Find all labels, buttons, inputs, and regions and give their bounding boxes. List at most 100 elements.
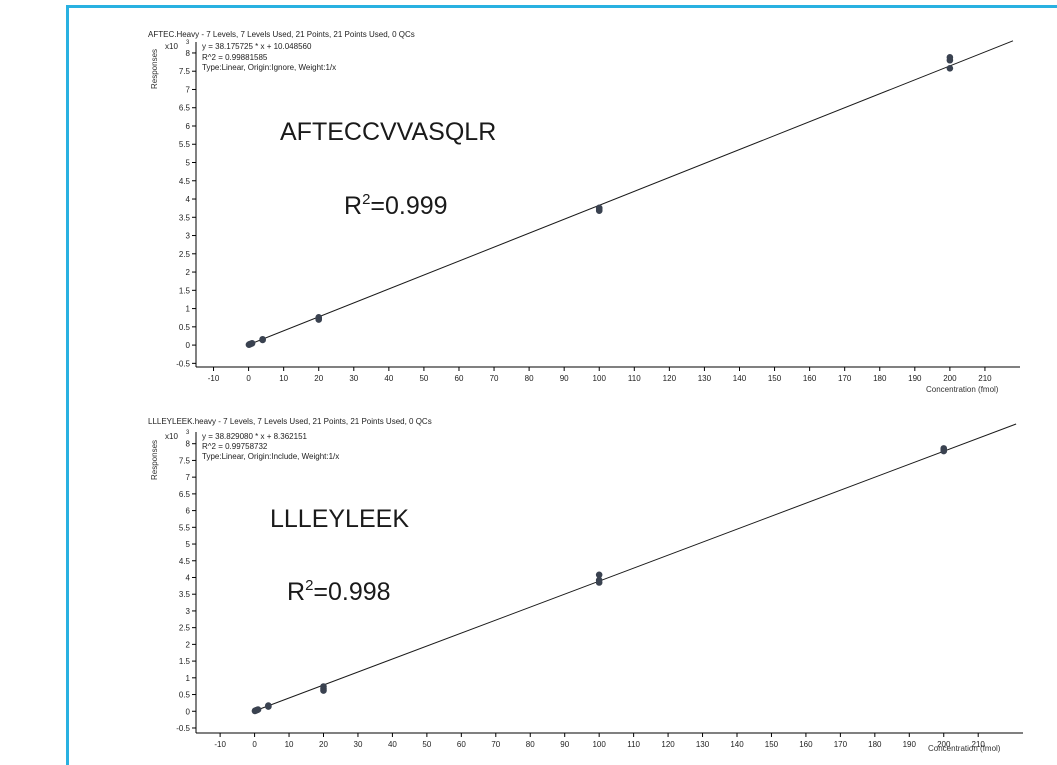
panel-2-multiplier-exp: 3 [186, 430, 190, 436]
x-tick-label: 140 [730, 740, 744, 749]
panel-1-peptide-name: AFTECCVVASQLR [280, 118, 496, 146]
y-tick-label: 3.5 [179, 213, 191, 222]
x-tick-label: 60 [455, 374, 464, 383]
x-tick-label: 0 [252, 740, 257, 749]
y-tick-label: 3.5 [179, 590, 191, 599]
x-tick-label: 60 [457, 740, 466, 749]
panel-2-ylabel: Responses [150, 440, 159, 480]
data-point [320, 683, 327, 690]
data-point [254, 706, 262, 713]
y-tick-label: 4.5 [179, 177, 191, 186]
x-tick-label: 180 [868, 740, 882, 749]
x-tick-label: 210 [978, 374, 992, 383]
y-tick-label: 5.5 [179, 140, 191, 149]
x-tick-label: 80 [525, 374, 534, 383]
x-tick-label: 150 [765, 740, 779, 749]
x-tick-label: 170 [838, 374, 852, 383]
x-tick-label: 50 [419, 374, 428, 383]
data-point [946, 64, 954, 72]
x-tick-label: 110 [627, 740, 640, 749]
panel-1-xlabel: Concentration (fmol) [926, 385, 999, 394]
x-tick-label: 10 [285, 740, 294, 749]
y-tick-label: 7.5 [179, 67, 191, 76]
y-tick-label: 3 [186, 232, 191, 241]
y-tick-label: -0.5 [176, 724, 190, 733]
x-tick-label: 160 [803, 374, 817, 383]
panel-2-multiplier: x10 [165, 432, 178, 441]
y-tick-label: 8 [186, 440, 191, 449]
y-tick-label: 6.5 [179, 490, 191, 499]
x-tick-label: 200 [937, 740, 951, 749]
y-tick-label: 4 [186, 195, 191, 204]
x-tick-label: 190 [908, 374, 922, 383]
x-tick-label: 0 [246, 374, 251, 383]
x-tick-label: 30 [354, 740, 363, 749]
panel-1-equation: y = 38.175725 * x + 10.048560 [202, 42, 312, 51]
panel-1-r2-value: =0.999 [370, 192, 447, 220]
x-tick-label: 130 [698, 374, 712, 383]
x-tick-label: 180 [873, 374, 887, 383]
y-tick-label: 4 [186, 573, 191, 582]
data-point [315, 314, 323, 321]
panel-2-title: LLLEYLEEK.heavy - 7 Levels, 7 Levels Use… [148, 417, 432, 426]
fit-line [248, 40, 1014, 346]
panel-2-peptide-name: LLLEYLEEK [270, 505, 409, 533]
y-tick-label: 5 [186, 159, 191, 168]
x-tick-label: 170 [834, 740, 848, 749]
panel-2: LLLEYLEEK.heavy - 7 Levels, 7 Levels Use… [148, 417, 1023, 753]
panel-2-xlabel: Concentration (fmol) [928, 744, 1001, 753]
y-tick-label: -0.5 [176, 359, 190, 368]
y-tick-label: 2 [186, 640, 191, 649]
panel-1-title: AFTEC.Heavy - 7 Levels, 7 Levels Used, 2… [148, 30, 415, 39]
y-tick-label: 1.5 [179, 286, 191, 295]
panel-1-multiplier: x10 [165, 42, 178, 51]
y-tick-label: 1 [186, 674, 191, 683]
x-tick-label: 100 [593, 374, 607, 383]
fit-line [254, 423, 1017, 712]
x-tick-label: 120 [661, 740, 675, 749]
x-tick-label: 190 [903, 740, 917, 749]
x-tick-label: 20 [314, 374, 323, 383]
panel-1-r2-letter: R [344, 192, 362, 220]
x-tick-label: 30 [349, 374, 358, 383]
y-tick-label: 6 [186, 507, 191, 516]
x-tick-label: 70 [490, 374, 499, 383]
x-tick-label: 130 [696, 740, 710, 749]
x-tick-label: 10 [279, 374, 288, 383]
x-tick-label: 90 [560, 374, 569, 383]
x-tick-label: 140 [733, 374, 747, 383]
x-tick-label: 20 [319, 740, 328, 749]
data-point [248, 339, 256, 347]
data-point [595, 204, 603, 212]
panel-2-equation: y = 38.829080 * x + 8.362151 [202, 432, 308, 441]
x-tick-label: 210 [972, 740, 986, 749]
x-tick-label: 70 [491, 740, 500, 749]
panel-1: AFTEC.Heavy - 7 Levels, 7 Levels Used, 2… [148, 30, 1020, 394]
y-tick-label: 2.5 [179, 250, 191, 259]
y-tick-label: 8 [186, 49, 191, 58]
x-tick-label: 110 [628, 374, 641, 383]
data-point [595, 576, 603, 584]
x-tick-label: 50 [422, 740, 431, 749]
data-point [259, 335, 266, 343]
x-tick-label: 160 [799, 740, 813, 749]
figure-frame [66, 5, 1057, 765]
panel-1-ylabel: Responses [150, 49, 159, 89]
y-tick-label: 0.5 [179, 323, 191, 332]
y-tick-label: 0 [186, 341, 191, 350]
data-point [595, 571, 603, 579]
x-tick-label: 80 [526, 740, 535, 749]
panel-1-r2: R^2 = 0.99881585 [202, 53, 268, 62]
y-tick-label: 0 [186, 707, 191, 716]
x-tick-label: 90 [560, 740, 569, 749]
x-tick-label: 40 [388, 740, 397, 749]
y-tick-label: 3 [186, 607, 191, 616]
panel-1-r2-annotation: R2=0.999 [344, 191, 448, 220]
x-tick-label: -10 [214, 740, 226, 749]
y-tick-label: 2 [186, 268, 191, 277]
x-tick-label: 100 [592, 740, 606, 749]
y-tick-label: 2.5 [179, 624, 191, 633]
panel-2-r2-value: =0.998 [313, 578, 390, 606]
y-tick-label: 4.5 [179, 557, 191, 566]
